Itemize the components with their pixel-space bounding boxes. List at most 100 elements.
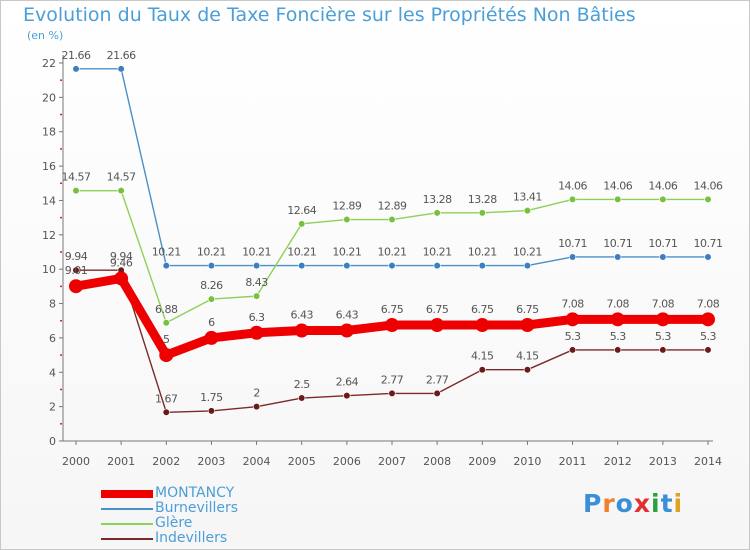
logo-letter: i [651, 489, 661, 518]
y-tick-label: 16 [42, 160, 56, 173]
data-point-gl-re [343, 215, 351, 224]
data-point-montancy [204, 330, 219, 345]
data-point-montancy [114, 271, 129, 286]
legend-swatch-montancy [101, 490, 153, 498]
data-label-montancy: 7.08 [652, 297, 675, 310]
x-tick-label: 2002 [152, 455, 180, 468]
data-label-indevillers: 2 [253, 387, 260, 400]
y-tick-label: 12 [42, 229, 56, 242]
x-tick-label: 2005 [288, 455, 316, 468]
data-point-burnevillers [72, 65, 80, 73]
legend-swatch-gl-re [101, 523, 153, 525]
data-label-gl-re: 14.06 [558, 179, 587, 192]
data-point-gl-re [614, 195, 622, 204]
data-label-burnevillers: 10.21 [513, 246, 542, 259]
x-tick-label: 2001 [107, 455, 135, 468]
data-point-montancy [430, 318, 445, 333]
x-tick-label: 2007 [378, 455, 406, 468]
data-label-montancy: 7.08 [561, 297, 584, 310]
data-label-montancy: 5 [163, 333, 170, 346]
data-point-burnevillers [298, 261, 306, 270]
data-point-burnevillers [388, 261, 396, 270]
data-point-montancy [69, 279, 83, 294]
legend-swatch-indevillers [101, 538, 153, 540]
data-point-burnevillers [433, 261, 441, 270]
x-tick-label: 2012 [604, 455, 632, 468]
data-label-montancy: 6.75 [471, 303, 494, 316]
data-label-montancy: 6.43 [290, 309, 313, 322]
legend-item-indevillers: Indevillers [101, 530, 341, 547]
data-point-indevillers [523, 366, 532, 374]
data-label-indevillers: 1.67 [155, 392, 178, 405]
logo-letter: x [633, 489, 651, 518]
x-tick-label: 2011 [559, 455, 587, 468]
data-label-indevillers: 1.75 [200, 391, 223, 404]
data-label-montancy: 6.75 [381, 303, 404, 316]
data-point-burnevillers [659, 253, 667, 261]
data-label-indevillers: 2.77 [381, 373, 404, 386]
data-label-indevillers: 5.3 [700, 330, 716, 343]
data-point-montancy [610, 312, 625, 327]
data-point-gl-re [207, 295, 216, 303]
legend-label-burnevillers: Burnevillers [155, 500, 239, 516]
data-point-montancy [475, 318, 490, 333]
data-label-montancy: 6.3 [249, 311, 265, 324]
data-point-burnevillers [207, 261, 216, 270]
data-point-gl-re [433, 209, 441, 217]
data-point-montancy [294, 323, 309, 338]
data-point-gl-re [162, 319, 170, 327]
data-label-gl-re: 12.89 [378, 200, 407, 213]
data-label-burnevillers: 10.71 [694, 237, 723, 250]
x-tick-label: 2008 [423, 455, 451, 468]
legend-item-burnevillers: Burnevillers [101, 500, 341, 517]
data-point-burnevillers [523, 261, 532, 270]
data-point-indevillers [704, 346, 712, 354]
data-label-montancy: 9.46 [110, 256, 133, 269]
data-label-burnevillers: 10.21 [287, 246, 316, 259]
data-label-gl-re: 6.88 [155, 303, 178, 316]
data-label-gl-re: 14.06 [648, 179, 677, 192]
data-label-indevillers: 2.64 [336, 376, 359, 389]
x-tick-label: 2010 [513, 455, 541, 468]
data-point-burnevillers [117, 65, 125, 73]
legend-label-gl-re: Glère [155, 515, 193, 531]
data-point-montancy [385, 318, 399, 333]
data-label-burnevillers: 21.66 [62, 49, 91, 62]
data-point-montancy [520, 318, 535, 333]
data-label-montancy: 6.43 [336, 309, 359, 322]
data-label-burnevillers: 10.21 [423, 246, 452, 259]
data-point-gl-re [523, 206, 532, 215]
y-tick-label: 4 [49, 366, 56, 379]
data-label-indevillers: 5.3 [610, 330, 626, 343]
proxiti-logo: Proxiti [583, 489, 683, 518]
data-label-indevillers: 9.94 [110, 250, 133, 263]
data-label-gl-re: 12.89 [332, 200, 361, 213]
data-point-montancy [701, 312, 715, 327]
logo-letter: P [583, 489, 603, 518]
data-point-indevillers [568, 346, 577, 354]
data-label-gl-re: 14.57 [62, 171, 91, 184]
data-label-indevillers: 5.3 [565, 330, 581, 343]
logo-letter: t [660, 489, 674, 518]
data-label-gl-re: 14.06 [694, 179, 723, 192]
data-label-burnevillers: 10.71 [558, 237, 587, 250]
data-label-indevillers: 5.3 [655, 330, 671, 343]
data-label-montancy: 7.08 [697, 297, 720, 310]
data-label-burnevillers: 21.66 [107, 49, 136, 62]
data-point-indevillers [478, 366, 486, 374]
data-label-indevillers: 4.15 [516, 350, 539, 363]
data-label-burnevillers: 10.71 [603, 237, 632, 250]
y-tick-label: 8 [49, 298, 56, 311]
legend-label-montancy: MONTANCY [155, 485, 235, 501]
y-tick-label: 10 [42, 263, 56, 276]
x-tick-label: 2014 [694, 455, 722, 468]
data-point-indevillers [72, 266, 80, 274]
data-label-montancy: 9.01 [65, 264, 88, 277]
y-tick-label: 20 [42, 91, 56, 104]
data-label-burnevillers: 10.21 [332, 246, 361, 259]
data-point-indevillers [614, 346, 622, 354]
data-point-burnevillers [614, 253, 622, 261]
data-label-gl-re: 13.28 [423, 193, 452, 206]
